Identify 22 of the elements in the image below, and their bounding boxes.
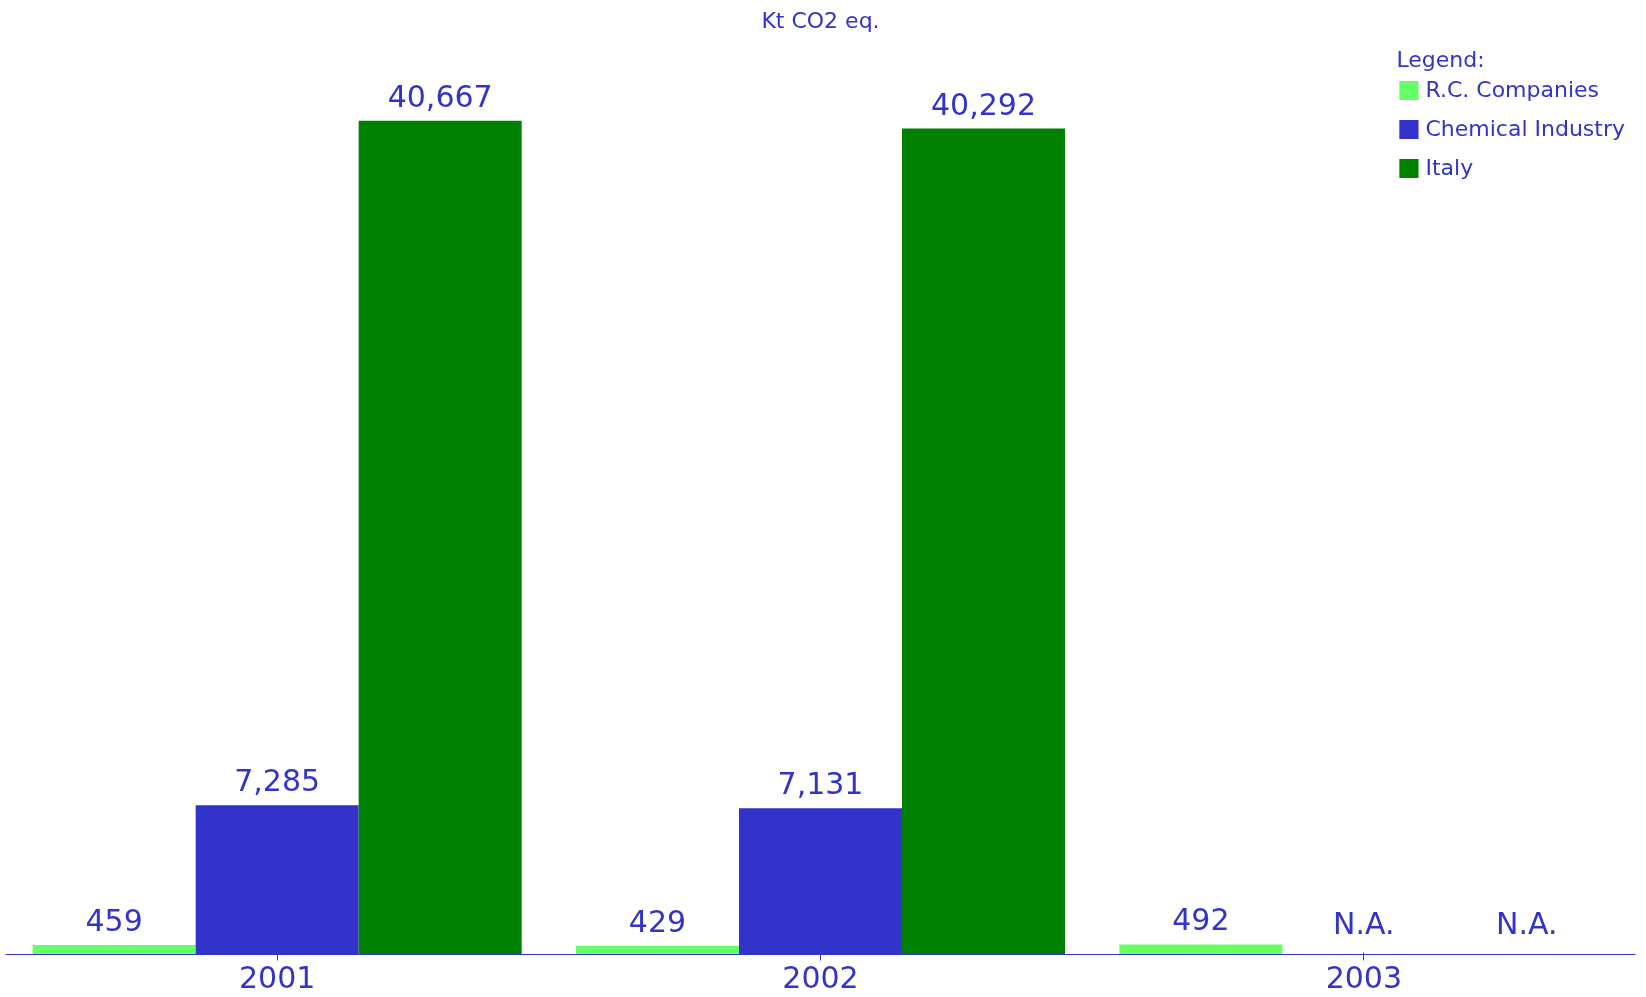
legend-label: Chemical Industry — [1425, 116, 1625, 141]
text: N.A. — [1333, 905, 1395, 941]
data-label: 459 — [85, 903, 143, 939]
chart-title: Kt CO2 eq. — [761, 7, 880, 33]
bar — [902, 128, 1065, 955]
text: N.A. — [1496, 905, 1558, 941]
data-label: 40,667 — [387, 78, 493, 114]
data-label: 7,285 — [234, 763, 321, 799]
legend-label: R.C. Companies — [1425, 77, 1600, 102]
bar — [32, 945, 196, 955]
bar — [576, 945, 739, 955]
data-label: 429 — [628, 903, 687, 939]
x-tick-label: 2001 — [238, 959, 316, 995]
data-label: 40,292 — [931, 86, 1036, 122]
data-label: 492 — [1172, 902, 1230, 938]
bar — [1119, 944, 1283, 955]
x-tick-label: 2003 — [1325, 959, 1403, 995]
x-tick-label: 2002 — [782, 959, 859, 995]
data-label: 7,131 — [777, 766, 864, 802]
legend-label: Italy — [1425, 155, 1474, 180]
bar — [358, 120, 522, 955]
legend-title: Legend: — [1396, 47, 1486, 72]
